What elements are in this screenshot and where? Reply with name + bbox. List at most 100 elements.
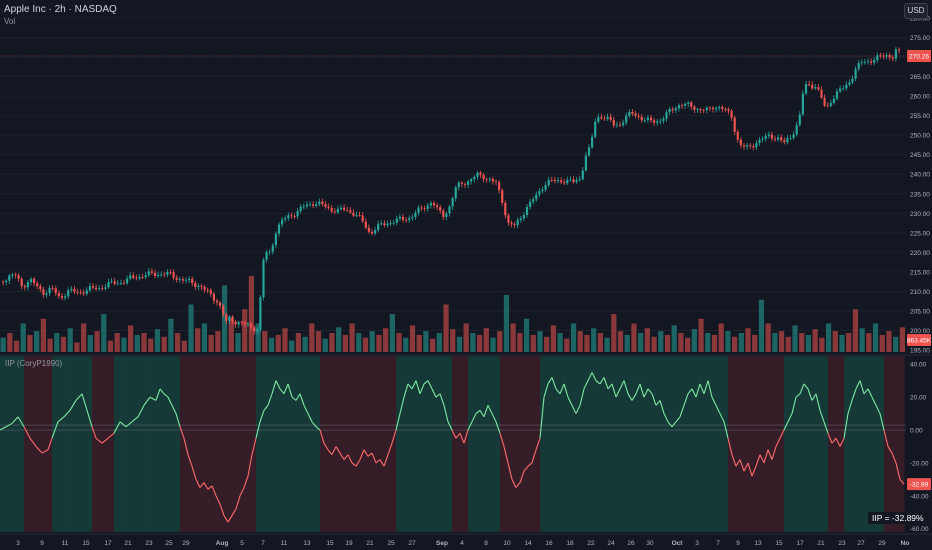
indicator-line-segment	[219, 503, 225, 516]
indicator-line-segment	[723, 421, 729, 439]
indicator-line-segment	[691, 388, 697, 398]
candle-body	[39, 286, 42, 290]
candle-body	[367, 227, 370, 232]
indicator-line-segment	[255, 421, 261, 439]
negative-regime-band	[884, 356, 889, 532]
negative-regime-band	[196, 356, 201, 532]
negative-regime-band	[344, 356, 349, 532]
indicator-line-segment	[183, 438, 189, 455]
candle-body	[302, 206, 305, 208]
candle-body	[578, 179, 581, 181]
positive-regime-band	[700, 356, 705, 532]
candle-body	[811, 84, 814, 89]
indicator-line-segment	[647, 388, 653, 395]
candle-body	[516, 220, 519, 226]
candle-body	[389, 223, 392, 225]
negative-regime-band	[200, 356, 205, 532]
indicator-line-segment	[775, 438, 781, 447]
indicator-line-segment	[599, 377, 605, 385]
positive-regime-band	[816, 356, 821, 532]
volume-bar	[74, 342, 80, 352]
indicator-line-segment	[311, 421, 317, 428]
volume-bar	[510, 323, 516, 352]
indicator-line-segment	[659, 400, 665, 414]
volume-bar	[799, 333, 805, 352]
negative-regime-band	[392, 356, 397, 532]
positive-regime-band	[120, 356, 127, 532]
candle-body	[91, 286, 95, 288]
indicator-value-label: -32.89	[910, 482, 929, 489]
positive-regime-band	[560, 356, 565, 532]
indicator-line-segment	[137, 405, 145, 418]
indicator-line-segment	[447, 421, 453, 431]
negative-regime-band	[356, 356, 361, 532]
volume-bar	[611, 314, 617, 352]
indicator-line-segment	[823, 421, 829, 434]
candle-body	[879, 55, 882, 57]
candle-body	[792, 134, 795, 138]
indicator-line-segment	[371, 452, 377, 464]
indicator-line-segment	[81, 393, 87, 408]
candle-body	[293, 216, 296, 217]
price-axis-tick-label: 205.00	[910, 309, 930, 316]
indicator-line-segment	[399, 396, 405, 414]
candle-body	[113, 281, 116, 285]
candle-body	[147, 271, 150, 276]
candle-body	[48, 287, 51, 294]
candle-body	[467, 181, 470, 185]
volume-bar	[309, 323, 315, 352]
candle-body	[107, 282, 110, 288]
indicator-line-segment	[839, 438, 845, 447]
indicator-line-segment	[719, 413, 725, 423]
indicator-line-segment	[571, 405, 577, 414]
indicator-line-segment	[247, 454, 253, 477]
negative-regime-band	[776, 356, 781, 532]
candle-body	[767, 134, 770, 136]
volume-bar	[362, 337, 369, 352]
positive-regime-band	[708, 356, 713, 532]
candle-body	[848, 82, 851, 85]
candle-body	[398, 216, 401, 219]
positive-regime-band	[676, 356, 681, 532]
positive-regime-band	[284, 356, 289, 532]
positive-regime-band	[632, 356, 637, 532]
candle-body	[808, 84, 811, 85]
candle-body	[157, 274, 160, 277]
time-axis-tick-label: 13	[754, 540, 762, 547]
candle-body	[752, 146, 755, 148]
candle-body	[51, 287, 54, 289]
indicator-line-segment	[715, 405, 721, 414]
negative-regime-band	[228, 356, 233, 532]
positive-regime-band	[70, 356, 77, 532]
candle-body	[88, 286, 91, 291]
indicator-line-segment	[215, 495, 221, 505]
volume-bar	[456, 336, 463, 352]
volume-bar	[7, 333, 13, 352]
negative-regime-band	[30, 356, 37, 532]
indicator-line-segment	[271, 380, 277, 394]
candle-body	[57, 293, 60, 296]
candle-body	[172, 272, 175, 278]
time-axis-tick-label: 15	[775, 540, 783, 547]
indicator-line-segment	[703, 380, 709, 394]
candle-body	[166, 272, 169, 275]
candle-body	[253, 327, 256, 332]
indicator-line-segment	[835, 438, 841, 447]
candle-body	[854, 69, 857, 79]
candle-body	[866, 61, 870, 63]
time-axis-tick-label: 29	[878, 540, 886, 547]
indicator-line-segment	[431, 388, 437, 398]
candle-body	[153, 272, 157, 277]
candle-body	[160, 274, 163, 276]
candle-body	[510, 222, 513, 225]
indicator-line-segment	[383, 454, 389, 467]
indicator-line-segment	[563, 383, 569, 398]
volume-bar	[597, 333, 603, 352]
candle-body	[463, 183, 467, 185]
indicator-line-segment	[327, 449, 333, 456]
negative-regime-band	[336, 356, 341, 532]
indicator-line-segment	[483, 405, 489, 418]
currency-badge[interactable]: USD	[904, 3, 928, 19]
candle-body	[274, 233, 277, 246]
